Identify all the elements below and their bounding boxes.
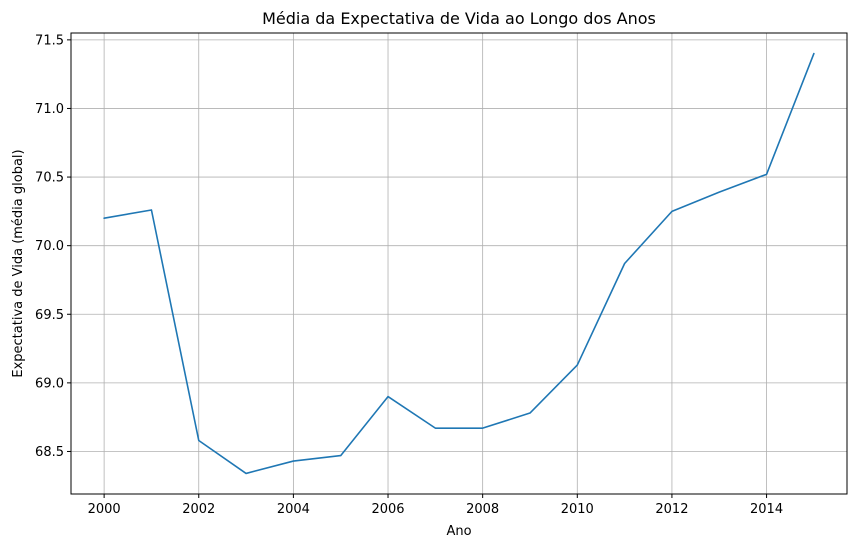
y-tick-label: 68.5 <box>35 445 64 460</box>
ticks: 2000 2002 2004 2006 2008 2010 2012 2014 68.5 69.0… <box>35 33 783 517</box>
y-tick-label: 69.5 <box>35 308 64 323</box>
x-tick-label: 2014 <box>750 502 783 517</box>
series-line <box>103 52 815 475</box>
x-tick-label: 2006 <box>371 502 404 517</box>
y-tick-label: 70.5 <box>35 171 64 186</box>
x-axis-label: Ano <box>446 524 471 539</box>
plot-frame <box>70 32 848 495</box>
chart-title: Média da Expectativa de Vida ao Longo do… <box>262 9 656 28</box>
x-tick-label: 2000 <box>88 502 121 517</box>
y-axis-label: Expectativa de Vida (média global) <box>11 149 26 377</box>
x-tick-label: 2002 <box>182 502 215 517</box>
y-tick-label: 71.0 <box>35 102 64 117</box>
x-tick-label: 2012 <box>655 502 688 517</box>
x-tick-label: 2010 <box>561 502 594 517</box>
y-tick-label: 69.0 <box>35 376 64 391</box>
y-tick-label: 71.5 <box>35 33 64 48</box>
y-tick-label: 70.0 <box>35 239 64 254</box>
x-tick-label: 2008 <box>466 502 499 517</box>
grid <box>71 33 847 494</box>
x-tick-label: 2004 <box>277 502 310 517</box>
series-layer <box>103 52 815 475</box>
